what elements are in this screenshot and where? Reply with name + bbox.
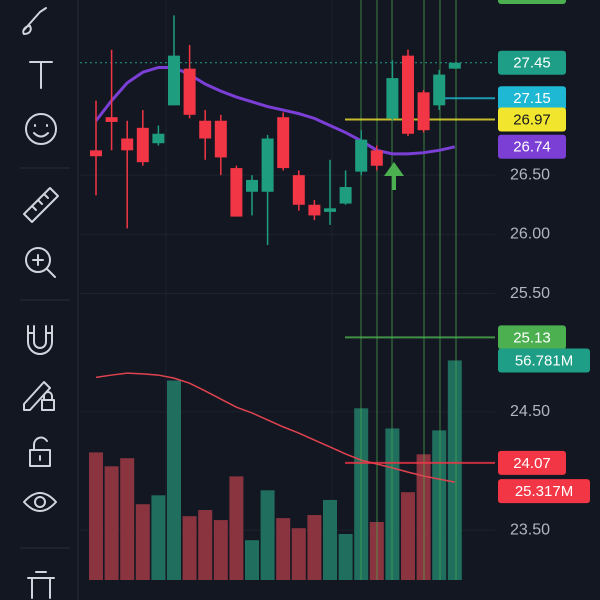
volume-bar: [245, 540, 259, 580]
price-label: 26.97: [513, 112, 551, 129]
candle-body: [261, 138, 274, 192]
trash-tool[interactable]: [27, 571, 55, 599]
candle-body: [448, 62, 461, 69]
volume-bar: [291, 528, 306, 580]
price-label: 27.45: [513, 55, 551, 72]
candle-body: [168, 55, 180, 106]
volume-label: 56.781M: [515, 352, 573, 369]
candle-body: [90, 150, 102, 157]
y-tick-label: 24.50: [510, 403, 550, 420]
y-tick-label: 26.00: [510, 226, 550, 243]
volume-bar: [229, 476, 244, 580]
price-label: 25.13: [513, 329, 551, 346]
candle-body: [433, 74, 446, 106]
emoji-face: [33, 124, 49, 138]
zoom-plus: [32, 254, 56, 278]
volume-bar: [198, 510, 213, 580]
price-label-box: [498, 325, 566, 350]
volume-bar: [338, 533, 353, 580]
eye-pupil: [34, 496, 46, 508]
volume-bar: [323, 499, 337, 580]
volume-bar: [104, 466, 119, 580]
plot-area: 26.50 26.00 25.50 24.50 23.50 27.45 27.15 26.97…: [80, 0, 590, 580]
toolbar: [20, 7, 70, 599]
volume-bar: [401, 492, 415, 580]
price-label-box: [498, 107, 566, 132]
brush-tool[interactable]: [22, 7, 47, 35]
volume-bar: [276, 518, 291, 580]
price-label: 24.07: [513, 455, 551, 472]
eye-tool[interactable]: [23, 492, 57, 512]
candle-body: [417, 92, 430, 131]
candle-body: [183, 68, 196, 115]
price-label: 27.15: [513, 90, 551, 107]
price-label-box: [498, 50, 566, 75]
price-label-box: [498, 450, 566, 475]
volume-bar: [167, 380, 181, 580]
y-tick-label: 26.50: [510, 166, 550, 183]
candle-body: [308, 204, 321, 216]
candle-body: [152, 133, 165, 144]
text-tool[interactable]: [29, 61, 53, 89]
volume-bar: [151, 495, 166, 580]
clipped-price-label: [498, 0, 566, 4]
candle-body: [121, 138, 134, 151]
volume-label-box: [498, 348, 590, 373]
candle-body: [214, 120, 227, 158]
candle-body: [199, 120, 212, 139]
y-tick-label: 23.50: [510, 522, 550, 539]
volume-bar: [432, 430, 447, 580]
price-label-box: [498, 86, 566, 111]
volume-ma-line: [95, 372, 455, 483]
zoom-tool[interactable]: [25, 247, 51, 273]
candle-body: [339, 187, 352, 204]
ruler-tool[interactable]: [23, 187, 59, 223]
magnet-tool[interactable]: [27, 325, 53, 355]
candle-body: [386, 78, 399, 119]
volume-bar: [135, 504, 150, 580]
candle-body: [105, 117, 118, 122]
candle-body: [370, 150, 383, 166]
volume-bar: [89, 452, 103, 580]
candle-body: [402, 55, 414, 134]
volume-label-box: [498, 479, 590, 504]
candle-body: [324, 208, 336, 212]
volume-bar: [120, 458, 135, 580]
ma-line: [94, 65, 456, 156]
volume-bar: [182, 516, 197, 580]
price-label: 26.74: [513, 139, 551, 156]
candle-body: [136, 127, 149, 163]
volume-bar: [307, 515, 322, 580]
volume-bar: [213, 520, 228, 580]
price-label-box: [498, 134, 566, 159]
unlock-tool[interactable]: [29, 436, 51, 467]
y-tick-label: 25.50: [510, 285, 550, 302]
candle-body: [355, 139, 368, 172]
volume-bar: [447, 360, 462, 580]
candle-body: [246, 179, 258, 192]
emoji-tool[interactable]: [25, 113, 57, 145]
candle-body: [277, 117, 290, 169]
volume-label: 25.317M: [515, 483, 573, 500]
volume-bar: [260, 490, 275, 580]
candle-body: [292, 175, 305, 205]
candle-body: [230, 168, 243, 217]
signal-arrow: [384, 162, 404, 190]
lock-draw-tool[interactable]: [23, 381, 55, 411]
